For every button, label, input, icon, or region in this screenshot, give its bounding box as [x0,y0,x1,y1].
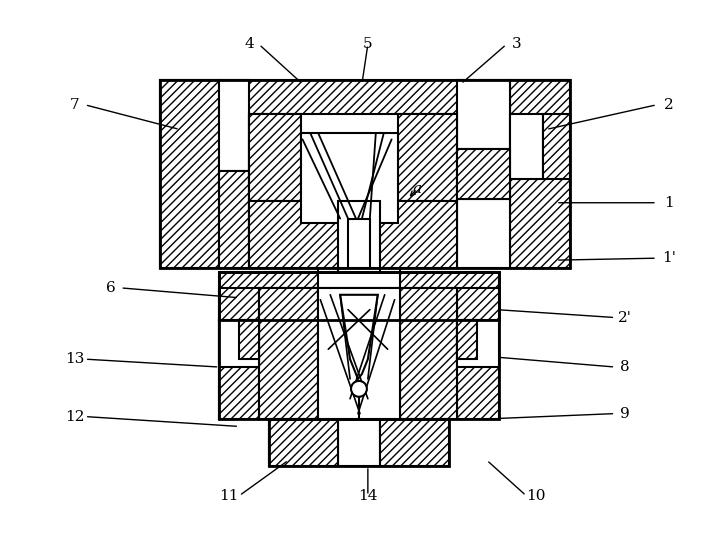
Text: 3: 3 [511,37,521,52]
Bar [457,320,476,359]
Bar [259,288,457,359]
Bar [398,114,457,201]
Text: 6: 6 [106,281,116,295]
Bar [219,272,498,418]
Text: 2: 2 [664,98,674,112]
Bar [457,80,510,149]
Bar [249,114,457,268]
Bar [239,320,259,359]
Text: 13: 13 [65,352,84,366]
Bar [219,272,498,320]
Text: 9: 9 [620,407,630,421]
Bar [457,288,498,418]
Text: 5: 5 [363,37,373,52]
Bar [259,288,318,418]
Text: a: a [413,182,422,196]
Bar [269,418,338,466]
Text: 1: 1 [664,196,674,210]
Text: 7: 7 [70,98,79,112]
Bar [219,171,249,268]
Bar [457,199,510,268]
Bar [457,149,510,199]
Bar [219,320,498,418]
Bar [318,288,400,418]
Bar [510,114,543,179]
Bar [510,80,570,268]
Bar [318,268,400,320]
Text: 1': 1' [661,251,676,265]
Text: 12: 12 [65,410,84,423]
Bar [338,201,380,268]
Bar [543,114,570,179]
Circle shape [351,381,367,397]
Bar [380,418,449,466]
Bar [249,201,457,268]
Bar [249,114,301,201]
Text: 14: 14 [358,489,378,503]
Bar [400,288,457,418]
Text: 4: 4 [244,37,254,52]
Bar [219,320,259,367]
Bar [348,219,370,268]
Polygon shape [340,295,378,379]
Text: 8: 8 [620,360,630,374]
Text: 10: 10 [526,489,546,503]
Bar [269,418,449,466]
Bar [269,418,449,466]
Bar [457,320,498,367]
Bar [219,288,259,418]
Bar [219,80,249,171]
Bar [160,80,570,268]
Bar [301,133,398,222]
Bar [160,80,219,268]
Bar [338,418,380,466]
Text: 2': 2' [618,311,632,324]
Bar [160,80,570,268]
Text: 11: 11 [220,489,239,503]
Bar [219,272,498,320]
